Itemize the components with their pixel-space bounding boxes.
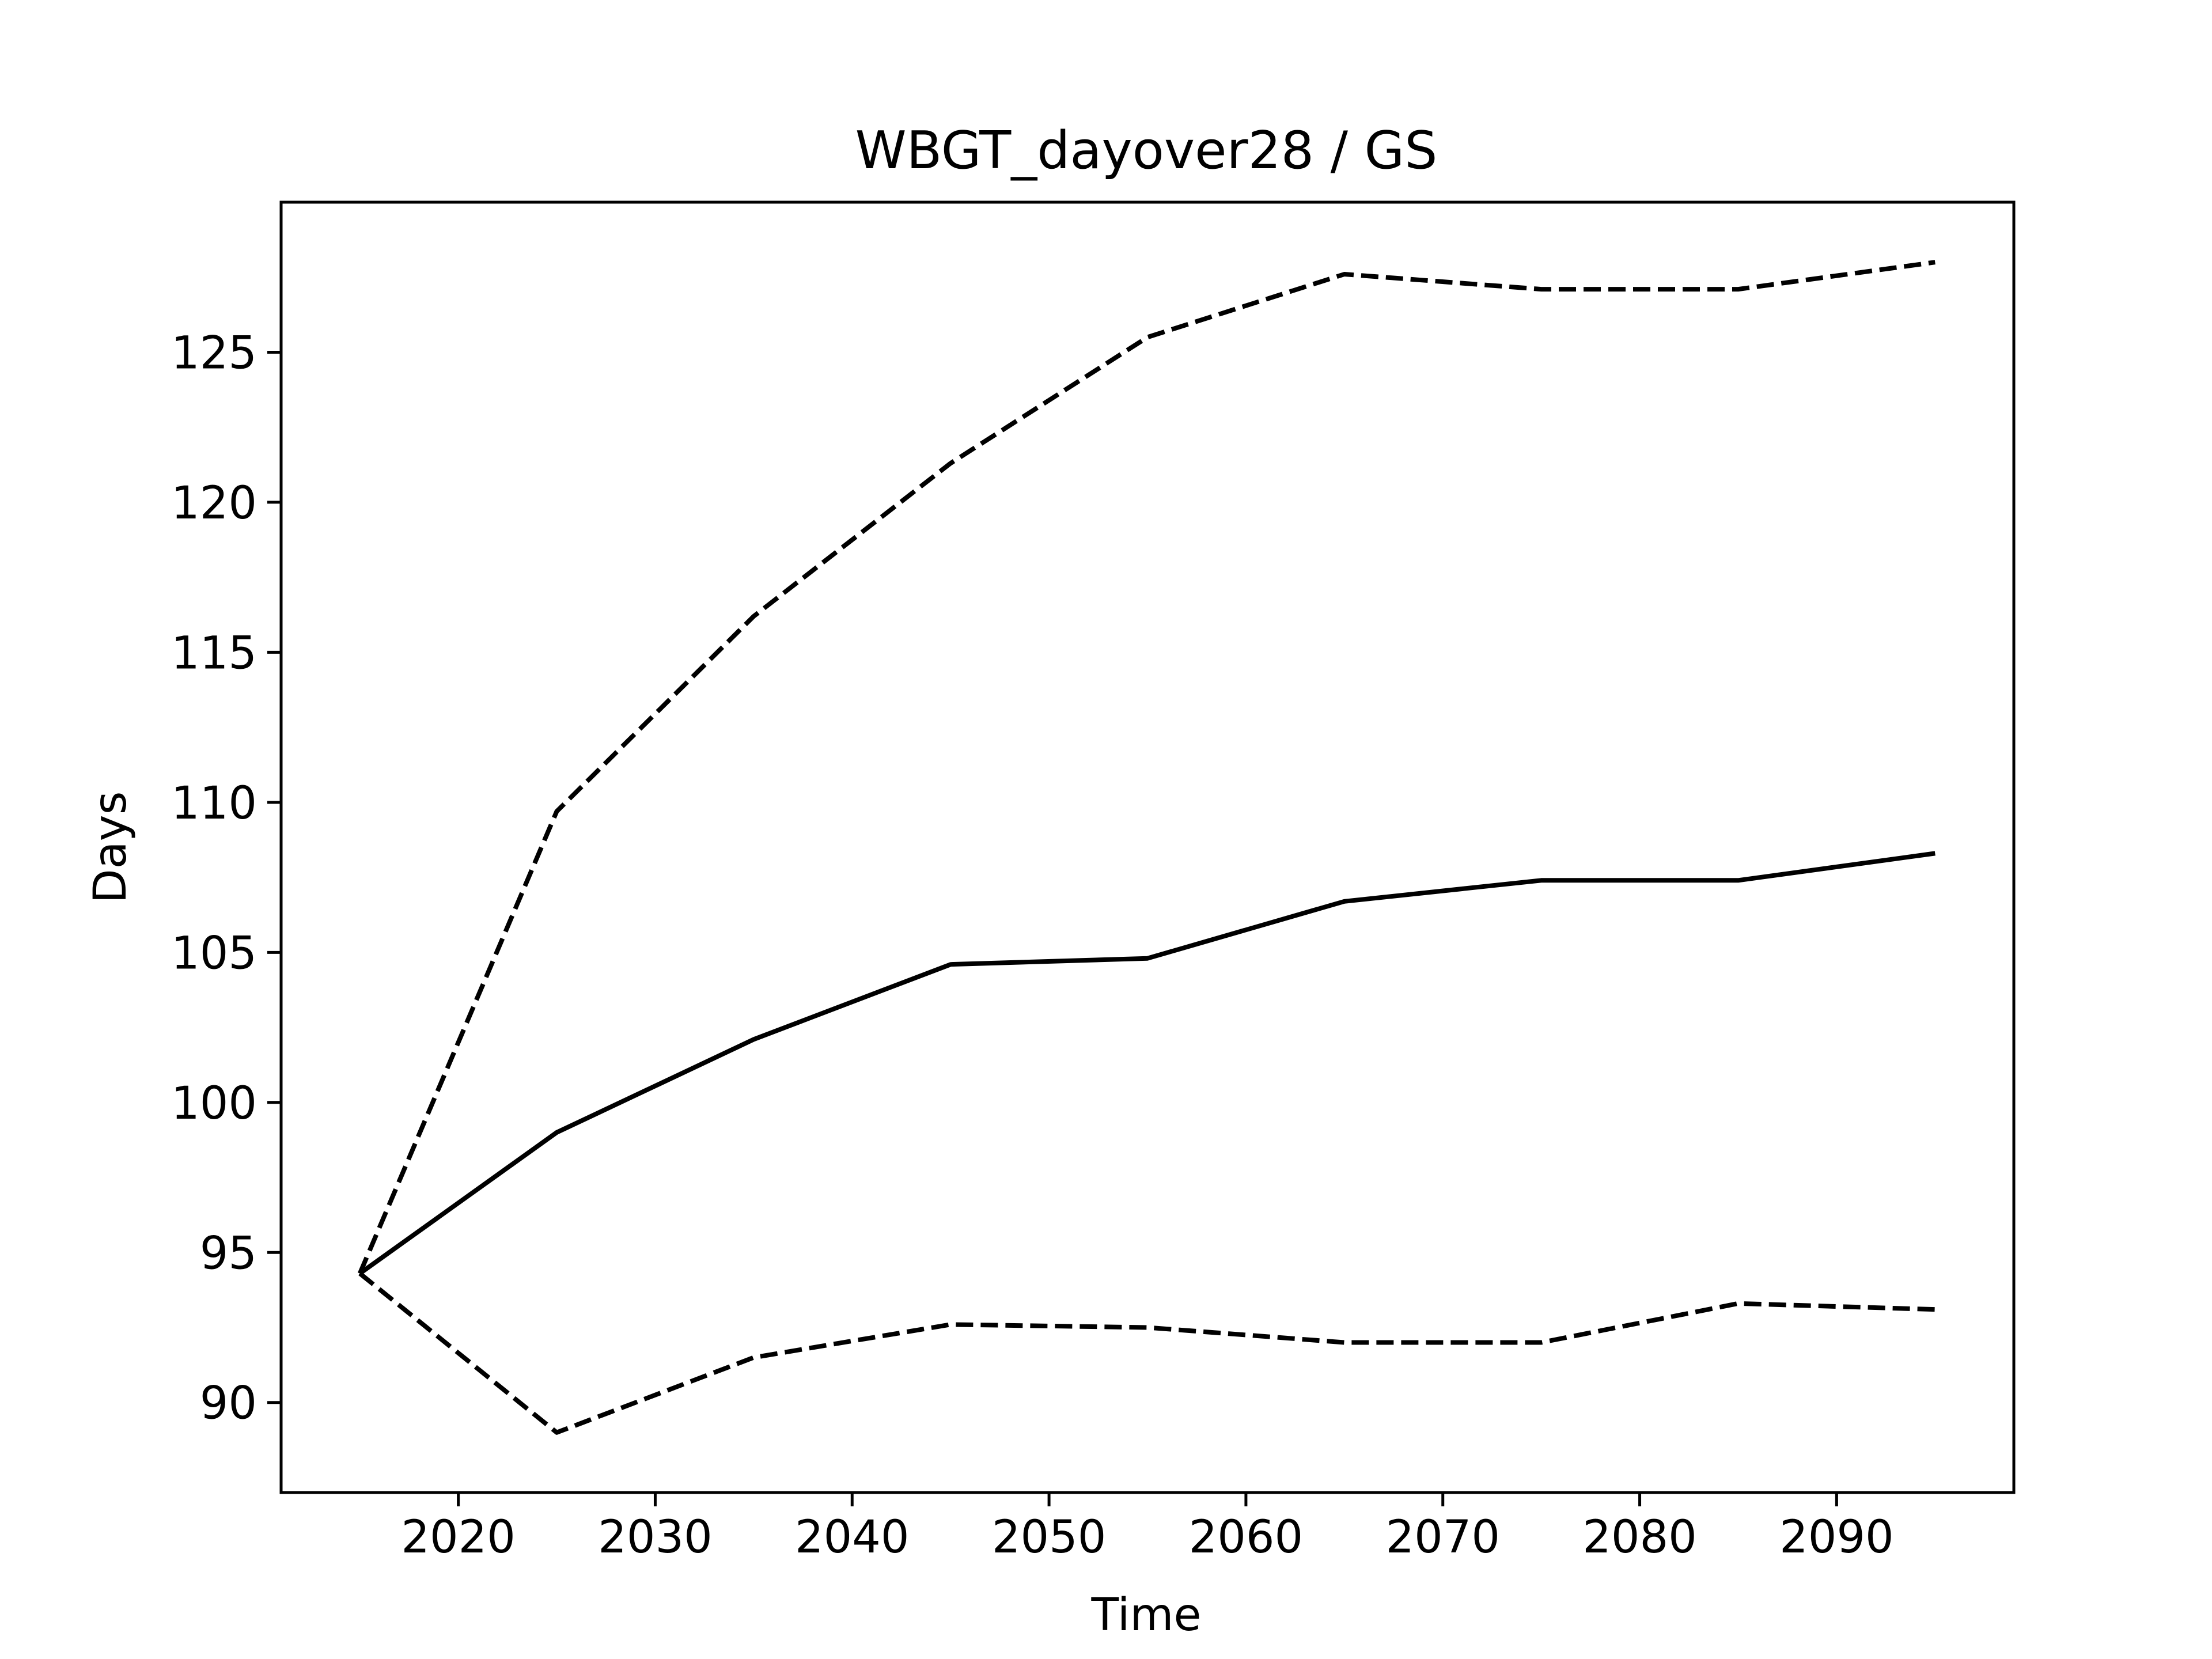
x-tick-label: 2090 [1779, 1512, 1894, 1563]
series-group [358, 260, 1936, 1435]
y-tick-label: 120 [171, 478, 257, 529]
x-axis-label: Time [1091, 1589, 1202, 1641]
y-tick-label: 125 [171, 327, 257, 379]
x-tick-label: 2050 [992, 1512, 1107, 1563]
x-tick-label: 2040 [795, 1512, 910, 1563]
x-tick-label: 2070 [1385, 1512, 1500, 1563]
y-tick-label: 115 [171, 627, 257, 679]
y-axis-ticks: 90 95 100 105 110 115 120 125 [171, 327, 281, 1430]
x-tick-label: 2020 [401, 1512, 516, 1563]
x-tick-label: 2030 [598, 1512, 713, 1563]
series-line-1-dashed [358, 260, 1936, 1275]
y-axis-label: Days [85, 791, 137, 904]
x-axis-ticks: 2020 2030 2040 2050 2060 2070 2080 2090 [401, 1493, 1894, 1563]
y-tick-label: 95 [200, 1228, 257, 1279]
y-tick-label: 100 [171, 1078, 257, 1130]
chart-title: WBGT_dayover28 / GS [855, 120, 1438, 181]
x-tick-label: 2060 [1189, 1512, 1304, 1563]
series-line-2-solid [358, 851, 1936, 1275]
plot-frame [279, 200, 2016, 1494]
y-tick-label: 110 [171, 778, 257, 830]
x-tick-label: 2080 [1582, 1512, 1697, 1563]
y-tick-label: 105 [171, 927, 257, 979]
series-line-3-dashed [358, 1271, 1936, 1435]
y-tick-label: 90 [200, 1378, 257, 1430]
